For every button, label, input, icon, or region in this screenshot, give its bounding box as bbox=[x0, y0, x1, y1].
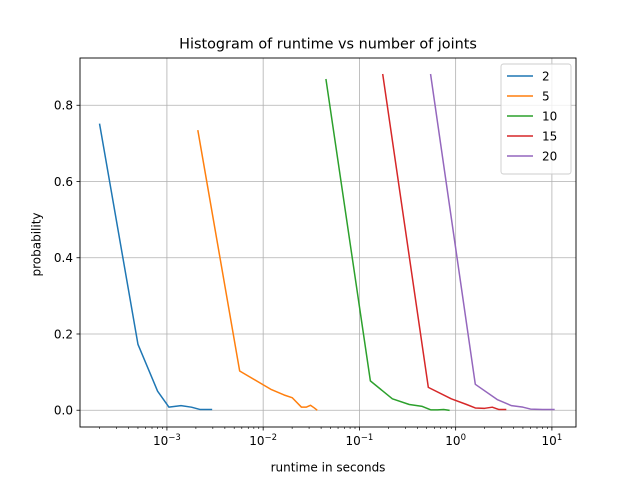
series-line-20 bbox=[429, 73, 555, 411]
x-tick-label: 101 bbox=[542, 433, 563, 448]
legend-label-20: 20 bbox=[542, 149, 557, 163]
series-line-2 bbox=[98, 123, 213, 411]
x-axis-label: runtime in seconds bbox=[271, 461, 386, 475]
axis-ticks: 10−3 10−2 10−1 100 101 0.0 0.2 0.4 0.6 0.8 bbox=[54, 99, 562, 448]
legend-label-15: 15 bbox=[542, 129, 557, 143]
x-tick-label: 10−1 bbox=[346, 433, 374, 448]
series-line-5 bbox=[197, 129, 318, 411]
grid bbox=[80, 58, 576, 427]
y-axis-label: probability bbox=[30, 212, 44, 276]
series-lines bbox=[98, 73, 555, 412]
y-tick-label: 0.0 bbox=[54, 404, 73, 418]
y-tick-label: 0.4 bbox=[54, 251, 73, 265]
y-tick-label: 0.2 bbox=[54, 327, 73, 341]
series-line-15 bbox=[381, 73, 507, 411]
x-tick-label: 10−3 bbox=[153, 433, 181, 448]
y-tick-label: 0.6 bbox=[54, 175, 73, 189]
chart-title: Histogram of runtime vs number of joints bbox=[179, 37, 477, 53]
legend-box bbox=[500, 63, 572, 175]
legend-label-10: 10 bbox=[542, 109, 557, 123]
series-line-10 bbox=[325, 78, 450, 412]
y-tick-label: 0.8 bbox=[54, 99, 73, 113]
legend-label-2: 2 bbox=[542, 69, 550, 83]
legend: 2 5 10 15 20 bbox=[500, 63, 572, 175]
legend-label-5: 5 bbox=[542, 89, 550, 103]
plot-frame bbox=[79, 57, 577, 428]
x-tick-label: 10−2 bbox=[249, 433, 277, 448]
x-tick-label: 100 bbox=[445, 433, 466, 448]
